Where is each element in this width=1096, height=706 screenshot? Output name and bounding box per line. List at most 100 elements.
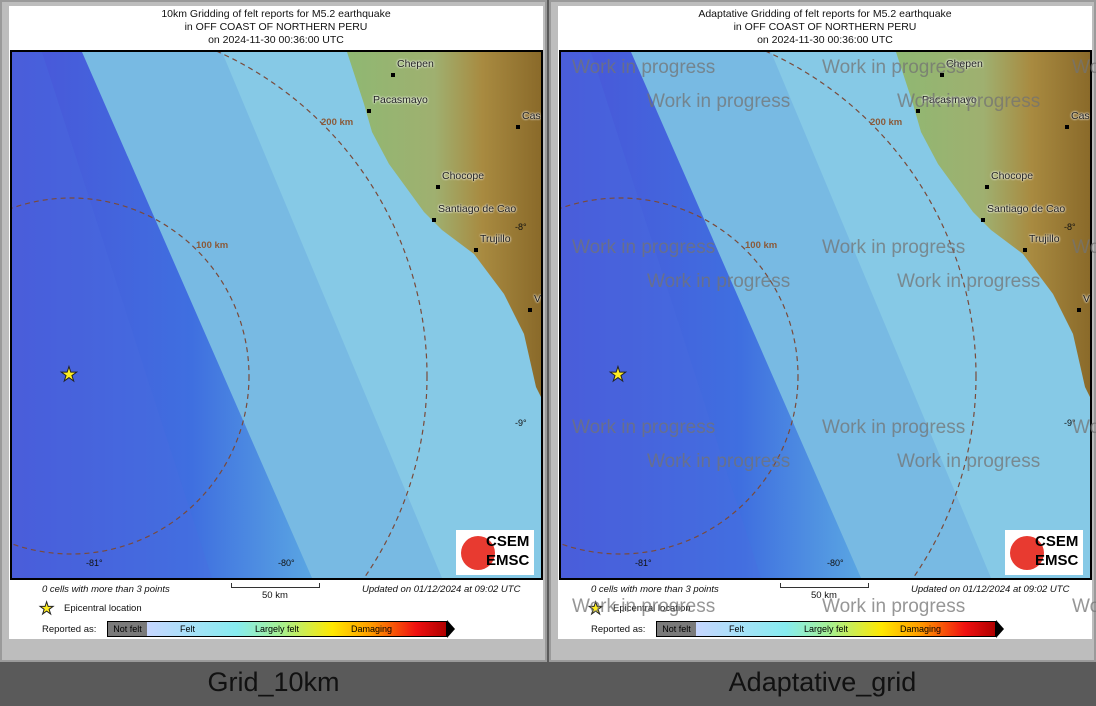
panel-caption: Adaptative_grid (728, 667, 917, 697)
map-card: 10km Gridding of felt reports for M5.2 e… (9, 6, 543, 639)
city-dot (391, 73, 395, 77)
lat-tick-label: -9° (1064, 418, 1076, 428)
logo-text-csem: CSEM (486, 533, 530, 550)
map-card: Adaptative Gridding of felt reports for … (558, 6, 1092, 639)
scale-bar (231, 583, 320, 588)
updated-note: Updated on 01/12/2024 at 09:02 UTC (362, 584, 521, 595)
legend-damaging: Damaging (351, 624, 393, 634)
legend-largely-felt: Largely felt (255, 624, 300, 634)
lat-tick-label: -9° (515, 418, 527, 428)
lon-tick-label: -81° (635, 558, 652, 568)
panel-frame: Adaptative Gridding of felt reports for … (549, 0, 1096, 662)
city-dot (940, 73, 944, 77)
city-label: V (534, 293, 542, 305)
city-dot (474, 248, 478, 252)
reported-as-label: Reported as: (591, 624, 646, 635)
map-title: 10km Gridding of felt reports for M5.2 e… (9, 8, 543, 47)
city-label: Chepen (946, 58, 983, 70)
epicenter-star-icon: ★ (609, 364, 628, 386)
panel-grid-10km: 10km Gridding of felt reports for M5.2 e… (0, 0, 547, 706)
epicenter-legend-label: Epicentral location (64, 603, 142, 614)
city-dot (1065, 125, 1069, 129)
ring-label-200km: 200 km (321, 117, 354, 128)
city-label: Santiago de Cao (438, 203, 517, 215)
land-area (347, 52, 541, 397)
city-label: Chocope (991, 170, 1034, 182)
logo-text-csem: CSEM (1035, 533, 1079, 550)
legend-felt: Felt (729, 624, 745, 634)
updated-note: Updated on 01/12/2024 at 09:02 UTC (911, 584, 1070, 595)
csem-emsc-logo: CSEM EMSC (1005, 530, 1083, 575)
lon-tick-label: -81° (86, 558, 103, 568)
csem-emsc-logo: CSEM EMSC (456, 530, 534, 575)
ring-200km (765, 52, 977, 578)
scale-label: 50 km (811, 590, 837, 601)
land-area (896, 52, 1090, 397)
epicenter-legend-label: Epicentral location (613, 603, 691, 614)
panel-caption: Grid_10km (207, 667, 340, 697)
lon-tick-label: -80° (827, 558, 844, 568)
map-area[interactable]: Chepen Pacasmayo Cas Chocope Santiago de… (10, 50, 543, 580)
legend-damaging: Damaging (900, 624, 942, 634)
city-label: Santiago de Cao (987, 203, 1066, 215)
panel-frame: 10km Gridding of felt reports for M5.2 e… (0, 0, 547, 662)
title-line-3: on 2024-11-30 00:36:00 UTC (208, 34, 344, 46)
city-label: Chepen (397, 58, 434, 70)
ring-label-100km: 100 km (745, 240, 778, 251)
panel-adaptative-grid: Adaptative Gridding of felt reports for … (549, 0, 1096, 706)
title-line-2: in OFF COAST OF NORTHERN PERU (184, 21, 368, 33)
city-dot (367, 109, 371, 113)
city-label: Chocope (442, 170, 485, 182)
legend-felt: Felt (180, 624, 196, 634)
city-label: Cas (522, 110, 541, 122)
map-title: Adaptative Gridding of felt reports for … (558, 8, 1092, 47)
lat-tick-label: -8° (1064, 222, 1076, 232)
city-label: Pacasmayo (922, 94, 977, 106)
city-dot (1023, 248, 1027, 252)
ring-100km (12, 197, 250, 555)
city-dot (1077, 308, 1081, 312)
city-dot (528, 308, 532, 312)
legend-largely-felt: Largely felt (804, 624, 849, 634)
city-label: Cas (1071, 110, 1090, 122)
city-label: V (1083, 293, 1091, 305)
epicenter-star-icon: ★ (60, 364, 79, 386)
legend-not-felt: Not felt (108, 622, 147, 636)
city-label: Trujillo (480, 233, 511, 245)
reported-as-label: Reported as: (42, 624, 97, 635)
cells-note: 0 cells with more than 3 points (42, 584, 170, 595)
city-dot (981, 218, 985, 222)
city-dot (432, 218, 436, 222)
city-dot (985, 185, 989, 189)
ring-100km (561, 197, 799, 555)
ring-label-200km: 200 km (870, 117, 903, 128)
epicenter-legend-star-icon: ★ (587, 599, 604, 619)
city-dot (516, 125, 520, 129)
map-terrain (561, 52, 1090, 578)
city-label: Trujillo (1029, 233, 1060, 245)
city-dot (436, 185, 440, 189)
intensity-colorbar: Not felt Felt Largely felt Damaging (107, 621, 447, 637)
city-dot (916, 109, 920, 113)
lon-tick-label: -80° (278, 558, 295, 568)
trench-zone (12, 52, 312, 578)
scale-bar (780, 583, 869, 588)
legend-gradient: Felt Largely felt Damaging (696, 622, 995, 636)
title-line-1: 10km Gridding of felt reports for M5.2 e… (161, 8, 391, 20)
ring-label-100km: 100 km (196, 240, 229, 251)
city-label: Pacasmayo (373, 94, 428, 106)
cells-note: 0 cells with more than 3 points (591, 584, 719, 595)
intensity-colorbar: Not felt Felt Largely felt Damaging (656, 621, 996, 637)
trench-zone (561, 52, 861, 578)
colorbar-arrow-icon (996, 620, 1004, 638)
slope-zone (72, 52, 442, 578)
scale-label: 50 km (262, 590, 288, 601)
logo-text-emsc: EMSC (486, 552, 530, 569)
title-line-1: Adaptative Gridding of felt reports for … (698, 8, 952, 20)
map-area[interactable]: Chepen Pacasmayo Cas Chocope Santiago de… (559, 50, 1092, 580)
lat-tick-label: -8° (515, 222, 527, 232)
ring-200km (216, 52, 428, 578)
slope-zone (621, 52, 991, 578)
logo-text-emsc: EMSC (1035, 552, 1079, 569)
title-line-2: in OFF COAST OF NORTHERN PERU (733, 21, 917, 33)
